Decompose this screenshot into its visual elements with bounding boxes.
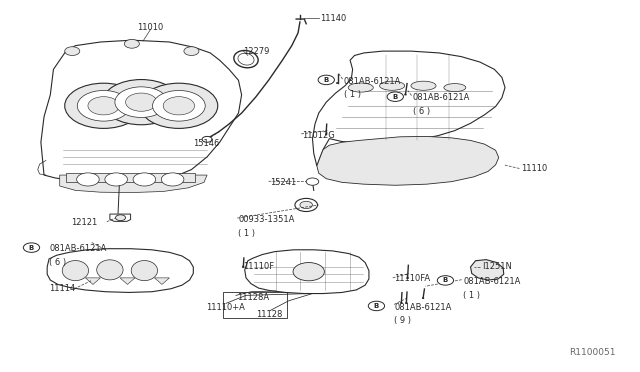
Text: ( 1 ): ( 1 ) — [463, 291, 480, 300]
Text: 12121: 12121 — [71, 218, 97, 227]
Text: ( 1 ): ( 1 ) — [239, 229, 255, 238]
Text: B: B — [29, 245, 34, 251]
Circle shape — [161, 173, 184, 186]
Text: 11110FA: 11110FA — [394, 275, 430, 283]
Text: ( 6 ): ( 6 ) — [413, 107, 430, 116]
Text: 11140: 11140 — [320, 14, 346, 23]
Text: 081AB-6121A: 081AB-6121A — [463, 277, 520, 286]
Circle shape — [368, 301, 385, 311]
Text: 081AB-6121A: 081AB-6121A — [394, 302, 451, 311]
Ellipse shape — [131, 260, 157, 280]
Polygon shape — [60, 175, 207, 193]
Polygon shape — [85, 278, 100, 285]
Text: 081AB-6121A: 081AB-6121A — [344, 77, 401, 86]
Text: ( 1 ): ( 1 ) — [344, 90, 361, 99]
Circle shape — [437, 276, 454, 285]
Text: ( 6 ): ( 6 ) — [49, 258, 66, 267]
Circle shape — [65, 83, 143, 128]
Circle shape — [140, 83, 218, 128]
Text: 11012G: 11012G — [303, 131, 335, 140]
Circle shape — [152, 90, 205, 121]
Circle shape — [124, 39, 140, 48]
Circle shape — [184, 47, 199, 55]
Ellipse shape — [348, 83, 373, 92]
Ellipse shape — [444, 84, 466, 92]
Text: 11110+A: 11110+A — [206, 302, 244, 311]
Polygon shape — [41, 40, 242, 186]
Text: B: B — [443, 278, 448, 283]
Circle shape — [300, 201, 312, 209]
Text: 11010: 11010 — [138, 23, 164, 32]
Text: B: B — [374, 303, 379, 309]
Text: 11114: 11114 — [49, 284, 76, 293]
Circle shape — [293, 263, 324, 281]
Circle shape — [77, 173, 99, 186]
Ellipse shape — [411, 81, 436, 90]
Text: 15146: 15146 — [193, 139, 220, 148]
Text: 00933-1351A: 00933-1351A — [239, 215, 295, 224]
Text: 081AB-6121A: 081AB-6121A — [413, 93, 470, 102]
Polygon shape — [470, 260, 504, 280]
Circle shape — [295, 198, 317, 212]
Polygon shape — [47, 249, 193, 292]
Polygon shape — [244, 250, 369, 294]
Circle shape — [115, 87, 168, 118]
Ellipse shape — [97, 260, 123, 280]
Circle shape — [65, 47, 80, 55]
Circle shape — [23, 243, 40, 252]
Circle shape — [163, 97, 195, 115]
Circle shape — [105, 173, 127, 186]
Text: 12279: 12279 — [243, 46, 270, 55]
Circle shape — [202, 137, 212, 142]
Polygon shape — [154, 278, 170, 285]
Polygon shape — [110, 214, 131, 221]
Circle shape — [387, 92, 403, 102]
Circle shape — [88, 97, 119, 115]
Polygon shape — [312, 51, 505, 166]
Circle shape — [318, 75, 335, 85]
Circle shape — [102, 80, 180, 125]
Text: B: B — [392, 94, 398, 100]
Polygon shape — [66, 173, 195, 182]
Text: I1251N: I1251N — [482, 262, 512, 272]
Circle shape — [125, 93, 157, 111]
Text: 11110F: 11110F — [243, 262, 275, 272]
Polygon shape — [120, 278, 135, 285]
Circle shape — [133, 173, 156, 186]
Polygon shape — [317, 137, 499, 185]
Text: 11128A: 11128A — [237, 293, 269, 302]
Text: 15241: 15241 — [270, 178, 296, 187]
Text: ( 9 ): ( 9 ) — [394, 317, 411, 326]
Text: 11128: 11128 — [256, 310, 282, 319]
Text: 11110: 11110 — [521, 164, 547, 173]
Ellipse shape — [62, 260, 88, 280]
Text: B: B — [324, 77, 329, 83]
Ellipse shape — [380, 81, 404, 90]
Text: 081AB-6121A: 081AB-6121A — [49, 244, 106, 253]
Circle shape — [306, 178, 319, 185]
Text: R1100051: R1100051 — [570, 347, 616, 357]
Circle shape — [77, 90, 130, 121]
Circle shape — [116, 215, 125, 221]
